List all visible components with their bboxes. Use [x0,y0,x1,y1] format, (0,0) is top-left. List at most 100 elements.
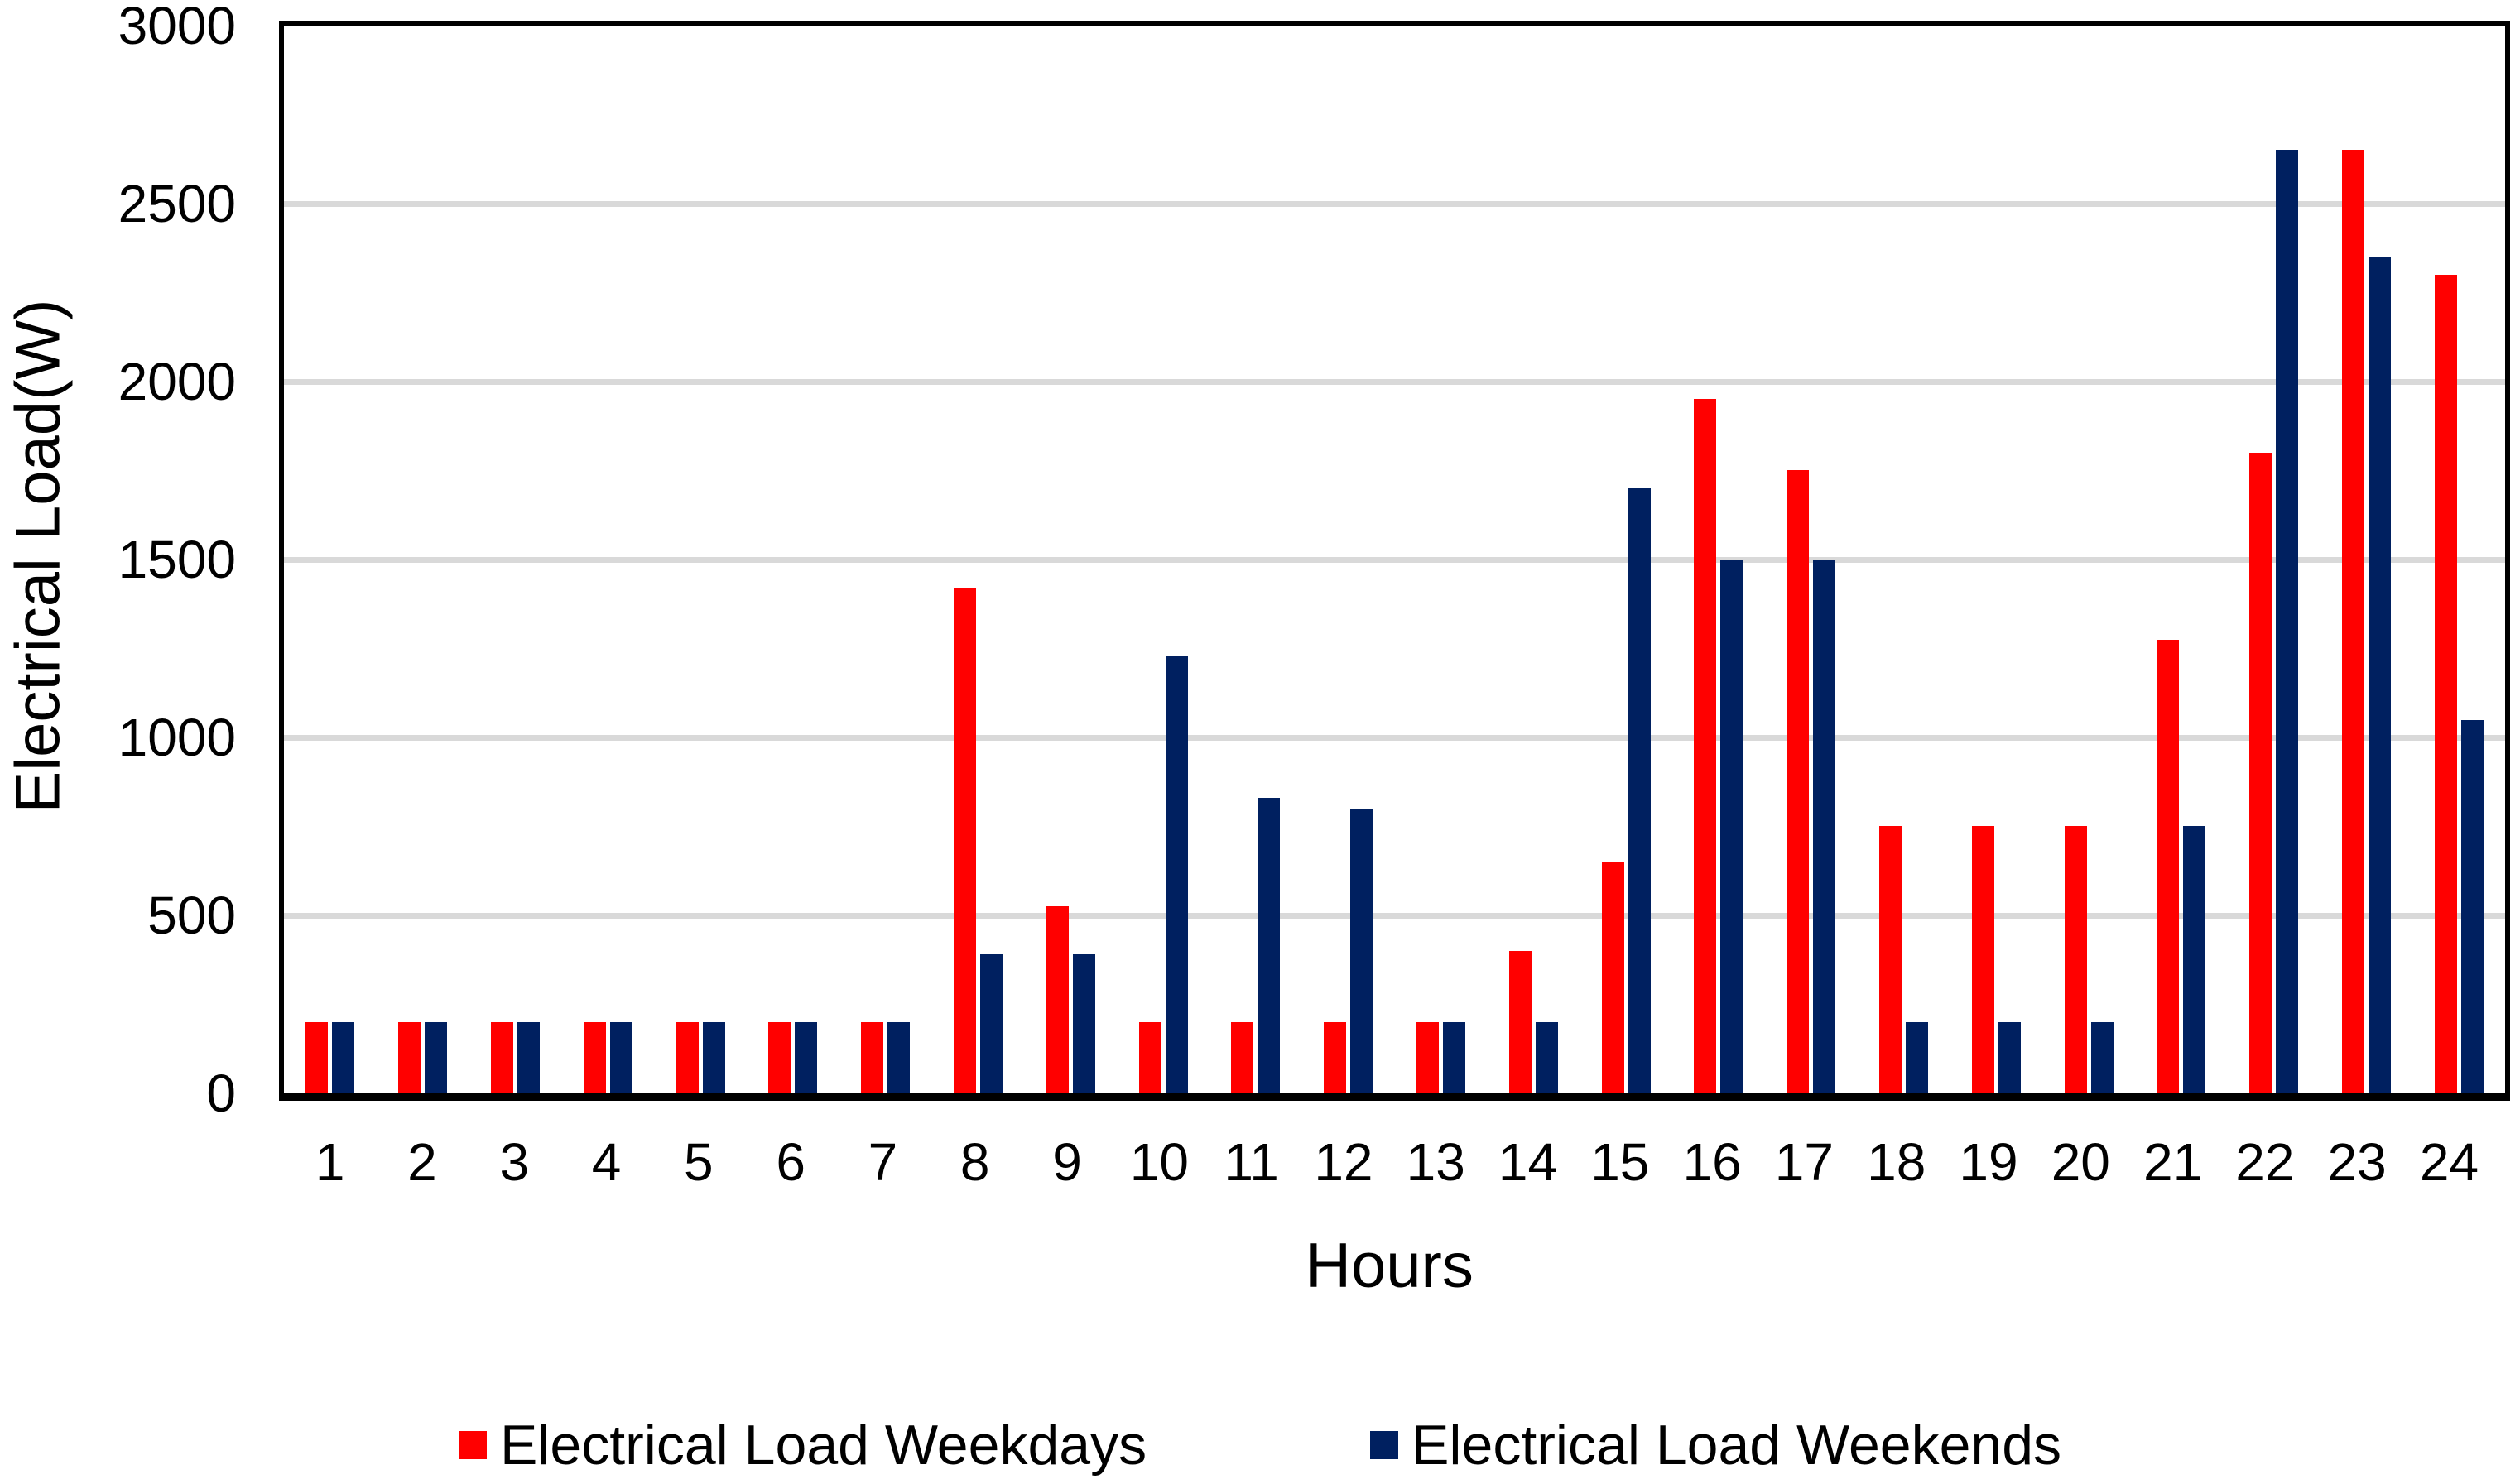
y-tick-label-1000: 1000 [118,708,236,767]
y-tick-label-0: 0 [206,1064,236,1123]
bar-weekends-hour-20 [2090,1022,2114,1093]
bar-group-hour-13 [1395,26,1488,1093]
bar-weekdays-hour-4 [583,1022,606,1093]
bar-group-hour-1 [284,26,377,1093]
x-tick-label-8: 8 [959,1132,990,1192]
gridline-500 [284,912,2505,919]
bar-weekdays-hour-21 [2157,640,2180,1093]
legend: Electrical Load Weekdays Electrical Load … [0,1414,2520,1477]
y-tick-label-1500: 1500 [118,530,236,589]
x-tick-label-17: 17 [1774,1132,1834,1192]
bar-weekdays-hour-20 [2064,826,2087,1093]
bar-group-hour-5 [654,26,747,1093]
bar-weekdays-hour-16 [1694,399,1717,1093]
x-tick-label-19: 19 [1959,1132,2018,1192]
bar-group-hour-6 [747,26,839,1093]
bar-weekdays-hour-19 [1971,826,1994,1093]
bar-group-hour-20 [2042,26,2135,1093]
x-tick-label-24: 24 [2419,1132,2479,1192]
bar-weekends-hour-18 [1905,1022,1928,1093]
bar-weekdays-hour-12 [1324,1022,1347,1093]
bar-group-hour-17 [1765,26,1858,1093]
x-tick-label-18: 18 [1867,1132,1926,1192]
bar-weekdays-hour-13 [1416,1022,1439,1093]
x-tick-label-2: 2 [407,1132,437,1192]
bar-weekends-hour-5 [702,1022,725,1093]
x-tick-label-3: 3 [499,1132,530,1192]
x-tick-label-13: 13 [1406,1132,1465,1192]
x-axis-tick-labels: 1 2 3 4 5 6 7 8 9 10 11 12 13 14 15 16 17 18 19 20 21 22 23 24 [284,1132,2495,1192]
bar-weekends-hour-19 [1998,1022,2021,1093]
bar-group-hour-15 [1580,26,1672,1093]
gridline-2000 [284,378,2505,385]
x-tick-label-15: 15 [1590,1132,1650,1192]
bar-weekends-hour-12 [1350,809,1373,1093]
bar-group-hour-16 [1672,26,1765,1093]
x-tick-label-23: 23 [2327,1132,2387,1192]
x-tick-label-20: 20 [2051,1132,2110,1192]
bar-group-hour-9 [1024,26,1117,1093]
bar-weekends-hour-8 [979,954,1003,1093]
bar-group-hour-2 [377,26,469,1093]
bar-group-hour-23 [2320,26,2413,1093]
legend-label-weekends: Electrical Load Weekends [1411,1414,2062,1477]
x-tick-label-11: 11 [1224,1132,1279,1192]
x-tick-label-7: 7 [868,1132,898,1192]
bar-weekdays-hour-6 [768,1022,791,1093]
bar-weekdays-hour-9 [1046,906,1069,1093]
bar-weekends-hour-15 [1628,488,1651,1093]
bar-weekdays-hour-1 [305,1022,329,1093]
legend-swatch-weekdays [458,1431,487,1459]
bar-group-hour-21 [2135,26,2228,1093]
bar-group-hour-19 [1950,26,2042,1093]
y-tick-label-500: 500 [147,886,236,945]
gridline-2500 [284,200,2505,207]
x-tick-label-4: 4 [591,1132,622,1192]
x-tick-label-6: 6 [776,1132,806,1192]
bar-weekends-hour-10 [1165,656,1188,1093]
bar-group-hour-3 [469,26,562,1093]
bar-group-hour-22 [2228,26,2320,1093]
bar-group-hour-11 [1210,26,1302,1093]
bar-weekdays-hour-24 [2434,275,2457,1093]
legend-item-weekdays: Electrical Load Weekdays [458,1414,1147,1477]
bar-group-hour-14 [1487,26,1580,1093]
bar-weekends-hour-16 [1720,560,1743,1093]
bar-group-hour-10 [1117,26,1210,1093]
bar-weekdays-hour-7 [861,1022,884,1093]
bar-weekdays-hour-5 [676,1022,699,1093]
bar-weekdays-hour-15 [1601,862,1624,1093]
bar-weekends-hour-4 [609,1022,632,1093]
bar-weekdays-hour-2 [398,1022,421,1093]
bar-weekdays-hour-10 [1138,1022,1161,1093]
bar-weekends-hour-24 [2460,720,2484,1093]
y-tick-label-3000: 3000 [118,0,236,55]
x-tick-label-12: 12 [1314,1132,1373,1192]
x-tick-label-1: 1 [315,1132,345,1192]
x-tick-label-10: 10 [1129,1132,1189,1192]
x-tick-label-21: 21 [2142,1132,2203,1192]
x-tick-label-9: 9 [1052,1132,1082,1192]
bar-weekends-hour-11 [1258,798,1281,1093]
legend-swatch-weekends [1370,1431,1399,1459]
bar-group-hour-4 [561,26,654,1093]
legend-label-weekdays: Electrical Load Weekdays [499,1414,1147,1477]
bar-weekdays-hour-17 [1787,470,1810,1093]
bar-group-hour-24 [2412,26,2505,1093]
y-tick-label-2500: 2500 [118,174,236,233]
bar-weekends-hour-13 [1442,1022,1465,1093]
x-tick-label-5: 5 [684,1132,714,1192]
bar-weekends-hour-1 [332,1022,355,1093]
bar-weekdays-hour-8 [953,588,976,1093]
bar-weekends-hour-2 [425,1022,448,1093]
bar-group-hour-8 [932,26,1025,1093]
bar-group-hour-7 [839,26,932,1093]
bar-weekends-hour-7 [887,1022,911,1093]
gridline-1000 [284,734,2505,741]
bar-weekends-hour-17 [1813,560,1836,1093]
bar-weekdays-hour-23 [2341,150,2364,1093]
y-tick-label-2000: 2000 [118,352,236,411]
bar-weekdays-hour-11 [1231,1022,1254,1093]
gridlines [284,26,2505,1093]
